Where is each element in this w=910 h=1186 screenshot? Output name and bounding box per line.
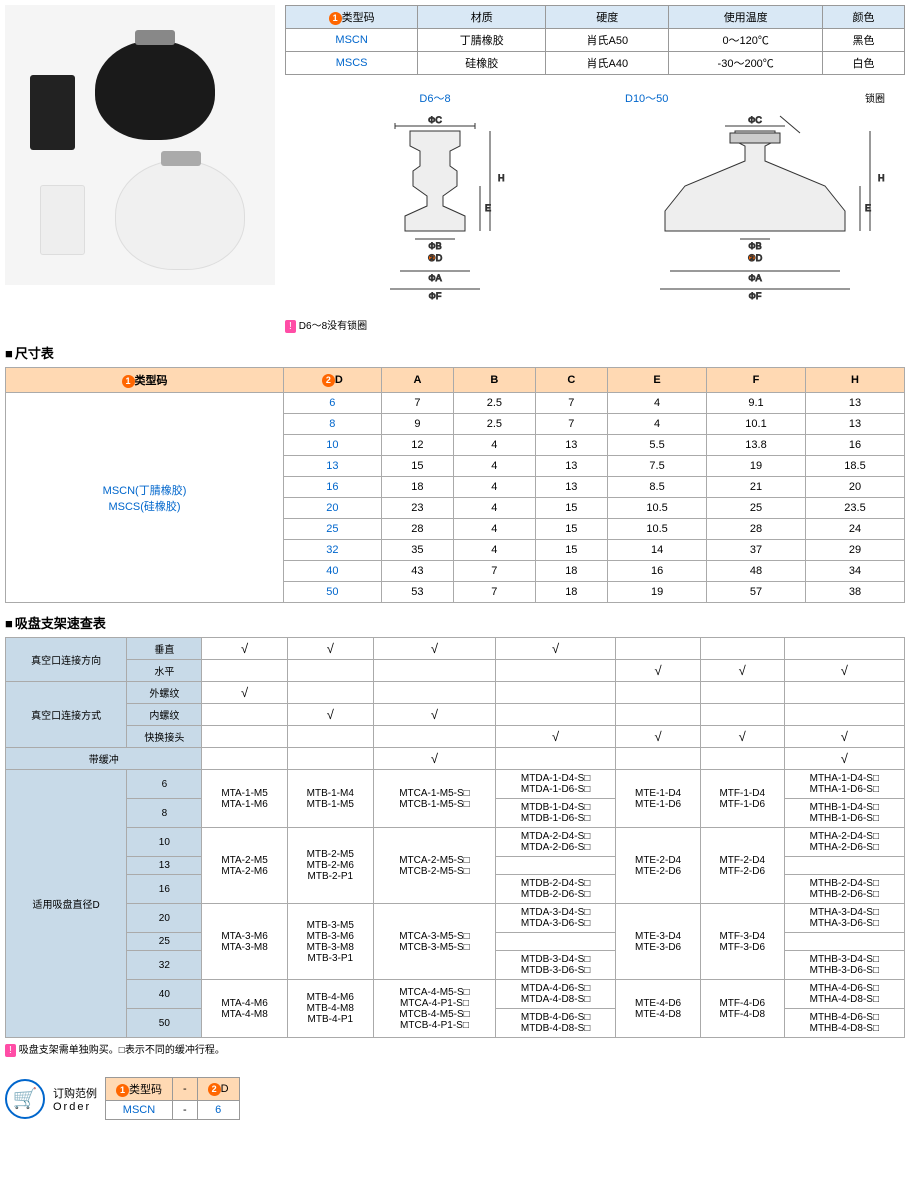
diagram-left-label: D6～8 (285, 90, 585, 106)
svg-text:E: E (865, 203, 871, 213)
diagram-left: D6～8 ΦC ΦB ❷D ΦA ΦF H E (285, 90, 585, 314)
svg-text:❷D: ❷D (748, 253, 763, 263)
svg-text:ΦB: ΦB (428, 241, 441, 251)
footnote-text: 吸盘支架需单独购买。□表示不同的缓冲行程。 (19, 1045, 225, 1056)
order-label-1: 订购范例 (53, 1085, 97, 1101)
svg-text:E: E (485, 203, 491, 213)
quick-footnote: !吸盘支架需单独购买。□表示不同的缓冲行程。 (5, 1041, 905, 1057)
diagram-note: !D6～8没有锁圈 (285, 317, 905, 333)
product-img-large-black (95, 40, 215, 140)
product-img-small-black (30, 75, 75, 150)
order-table: 1类型码-2D MSCN-6 (105, 1077, 240, 1120)
svg-text:ΦC: ΦC (748, 115, 762, 125)
svg-text:ΦC: ΦC (428, 115, 442, 125)
product-img-large-white (115, 160, 245, 270)
note-icon: ! (5, 1044, 16, 1057)
product-image-area (5, 5, 275, 285)
spec-table: 1类型码材质硬度使用温度颜色 MSCN丁腈橡胶肖氏A500～120℃黑色MSCS… (285, 5, 905, 75)
note-text: D6～8没有锁圈 (299, 321, 367, 332)
svg-text:H: H (498, 173, 505, 183)
svg-text:ΦA: ΦA (748, 273, 761, 283)
svg-text:H: H (878, 173, 885, 183)
dim-section-title: 尺寸表 (5, 343, 905, 362)
svg-text:ΦA: ΦA (428, 273, 441, 283)
svg-text:ΦF: ΦF (749, 291, 762, 301)
diagram-right-svg: ΦC ΦB ❷D ΦA ΦF H E (605, 111, 905, 311)
quick-section-title: 吸盘支架速查表 (5, 613, 905, 632)
quick-reference-table: 真空口连接方向垂直√√√√水平√√√真空口连接方式外螺纹√内螺纹√√快换接头√√… (5, 637, 905, 1038)
diagram-right-label: D10～50 (625, 90, 668, 106)
cart-icon: 🛒 (5, 1079, 45, 1119)
svg-text:ΦF: ΦF (429, 291, 442, 301)
lock-ring-label: 锁圈 (865, 90, 885, 111)
order-label-2: Order (53, 1101, 97, 1113)
dimension-table: 1类型码2DABCEFH MSCN(丁腈橡胶)MSCS(硅橡胶)672.5749… (5, 367, 905, 603)
diagram-left-svg: ΦC ΦB ❷D ΦA ΦF H E (285, 111, 585, 311)
svg-text:ΦB: ΦB (748, 241, 761, 251)
product-img-small-white (40, 185, 85, 255)
diagram-right: D10～50 锁圈 ΦC ΦB ❷D ΦA ΦF (605, 90, 905, 314)
note-icon: ! (285, 320, 296, 333)
svg-text:❷D: ❷D (428, 253, 443, 263)
